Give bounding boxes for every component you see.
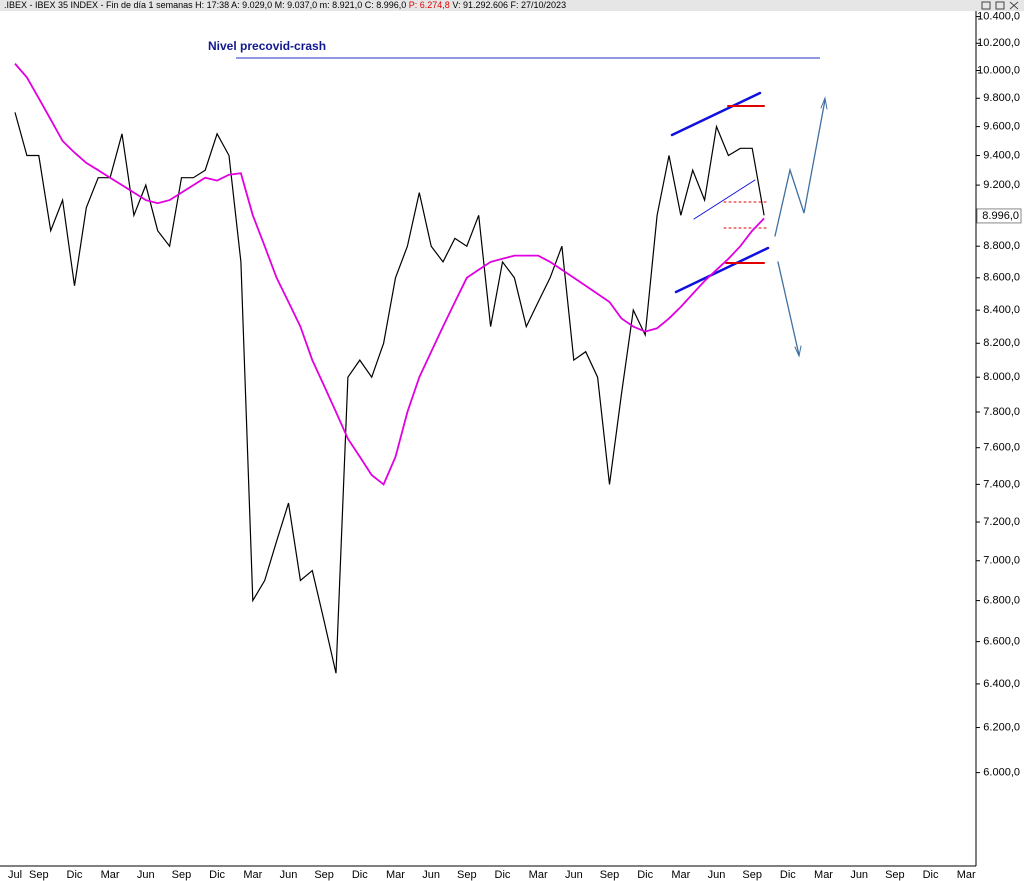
x-tick-label: Jun bbox=[422, 869, 440, 881]
x-tick-label: Jun bbox=[565, 869, 583, 881]
annotation: Nivel precovid-crash bbox=[208, 39, 326, 53]
y-tick-label: 6.600,0 bbox=[983, 636, 1020, 648]
y-tick-label: 7.000,0 bbox=[983, 555, 1020, 567]
y-tick-label: 6.800,0 bbox=[983, 594, 1020, 606]
x-tick-label: Dic bbox=[637, 869, 653, 881]
maximize-button[interactable] bbox=[995, 1, 1005, 10]
y-tick-label: 7.800,0 bbox=[983, 406, 1020, 418]
x-tick-label: Sep bbox=[29, 869, 49, 881]
x-tick-label: Jul bbox=[8, 869, 22, 881]
inner-trend bbox=[693, 179, 756, 220]
x-tick-label: Mar bbox=[529, 869, 548, 881]
x-tick-label: Dic bbox=[209, 869, 225, 881]
x-tick-label: Sep bbox=[457, 869, 477, 881]
last-price-box bbox=[976, 208, 1022, 224]
x-tick-label: Dic bbox=[352, 869, 368, 881]
y-tick-label: 7.600,0 bbox=[983, 442, 1020, 454]
x-tick-label: Jun bbox=[280, 869, 298, 881]
x-tick-label: Dic bbox=[495, 869, 511, 881]
x-tick-label: Mar bbox=[243, 869, 262, 881]
scenario-down bbox=[777, 261, 800, 356]
y-tick-label: 8.000,0 bbox=[983, 371, 1020, 383]
x-tick-label: Sep bbox=[314, 869, 334, 881]
minimize-button[interactable] bbox=[981, 1, 991, 10]
x-tick-label: Mar bbox=[101, 869, 120, 881]
x-tick-label: Mar bbox=[671, 869, 690, 881]
moving-average bbox=[14, 63, 765, 486]
x-tick-label: Sep bbox=[885, 869, 905, 881]
x-tick-label: Mar bbox=[386, 869, 405, 881]
y-tick-label: 9.200,0 bbox=[983, 179, 1020, 191]
y-tick-label: 6.200,0 bbox=[983, 721, 1020, 733]
arrow-head bbox=[794, 345, 802, 358]
header-p: P: 6.274,8 bbox=[409, 0, 450, 10]
header-main: .IBEX - IBEX 35 INDEX - Fin de día 1 sem… bbox=[4, 0, 406, 10]
x-tick-label: Sep bbox=[600, 869, 620, 881]
header-bar bbox=[0, 0, 1024, 11]
header-rest: V: 91.292.606 F: 27/10/2023 bbox=[452, 0, 566, 10]
arrow-head bbox=[820, 96, 828, 110]
x-tick-label: Jun bbox=[137, 869, 155, 881]
y-tick-label: 8.400,0 bbox=[983, 304, 1020, 316]
x-tick-label: Dic bbox=[923, 869, 939, 881]
y-tick-label: 8.600,0 bbox=[983, 272, 1020, 284]
x-tick-label: Mar bbox=[957, 869, 976, 881]
y-tick-label: 9.400,0 bbox=[983, 149, 1020, 161]
header-text: .IBEX - IBEX 35 INDEX - Fin de día 1 sem… bbox=[4, 0, 566, 10]
x-tick-label: Mar bbox=[814, 869, 833, 881]
last-price-label: 8.996,0 bbox=[982, 210, 1019, 222]
x-tick-label: Sep bbox=[742, 869, 762, 881]
channel-lower bbox=[674, 246, 770, 294]
y-tick-label: 10.200,0 bbox=[977, 37, 1020, 49]
window-buttons[interactable] bbox=[981, 1, 1019, 10]
y-tick-label: 6.000,0 bbox=[983, 767, 1020, 779]
y-tick-label: 8.200,0 bbox=[983, 337, 1020, 349]
y-tick-label: 10.000,0 bbox=[977, 64, 1020, 76]
close-button[interactable] bbox=[1009, 1, 1019, 10]
x-tick-label: Jun bbox=[850, 869, 868, 881]
x-tick-label: Jun bbox=[708, 869, 726, 881]
y-tick-label: 6.400,0 bbox=[983, 678, 1020, 690]
drawings bbox=[670, 91, 828, 358]
y-tick-label: 9.800,0 bbox=[983, 92, 1020, 104]
y-tick-label: 10.400,0 bbox=[977, 10, 1020, 22]
y-tick-label: 9.600,0 bbox=[983, 121, 1020, 133]
scenario-up bbox=[774, 99, 826, 237]
price-line bbox=[14, 112, 765, 674]
y-tick-label: 7.200,0 bbox=[983, 516, 1020, 528]
y-tick-label: 8.800,0 bbox=[983, 240, 1020, 252]
y-tick-label: 7.400,0 bbox=[983, 478, 1020, 490]
x-tick-label: Sep bbox=[172, 869, 192, 881]
x-tick-label: Dic bbox=[67, 869, 83, 881]
x-tick-label: Dic bbox=[780, 869, 796, 881]
channel-upper bbox=[670, 91, 762, 137]
